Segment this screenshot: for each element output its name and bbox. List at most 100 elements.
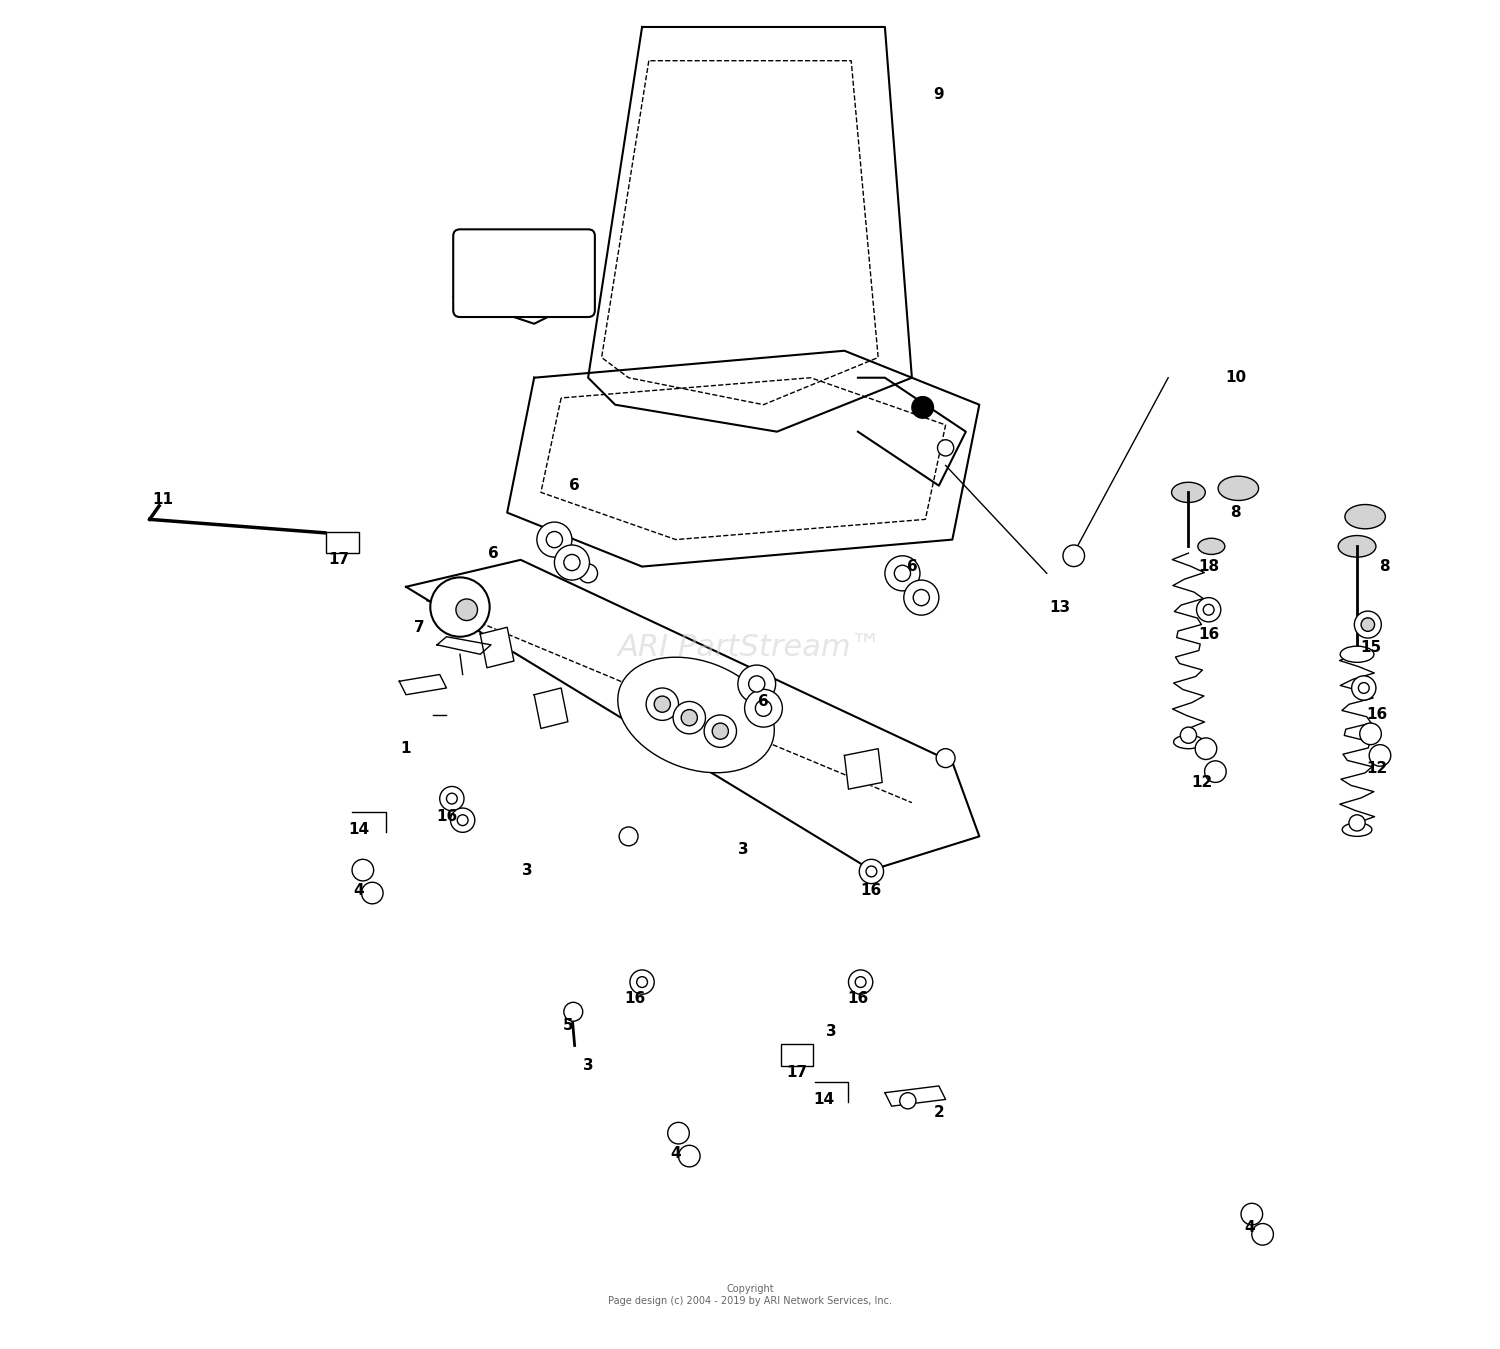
Circle shape (352, 859, 374, 881)
Circle shape (936, 749, 956, 768)
Circle shape (1354, 611, 1382, 638)
Circle shape (537, 522, 572, 557)
Circle shape (458, 815, 468, 826)
Polygon shape (406, 560, 980, 870)
Circle shape (546, 532, 562, 548)
Text: 10: 10 (1226, 370, 1246, 386)
Polygon shape (534, 688, 568, 728)
Text: 17: 17 (328, 552, 350, 568)
Circle shape (654, 696, 670, 712)
Circle shape (914, 590, 930, 606)
Polygon shape (480, 627, 514, 668)
Circle shape (738, 665, 776, 703)
Text: 4: 4 (354, 882, 364, 898)
Circle shape (712, 723, 729, 739)
Circle shape (1204, 761, 1225, 782)
Circle shape (555, 545, 590, 580)
Text: 4: 4 (670, 1145, 681, 1161)
Text: 18: 18 (1198, 558, 1219, 575)
Ellipse shape (1346, 505, 1386, 529)
Text: 6: 6 (758, 693, 770, 710)
Ellipse shape (1198, 538, 1225, 554)
Text: 3: 3 (825, 1024, 837, 1040)
Text: 5: 5 (562, 1017, 573, 1033)
Text: 16: 16 (624, 990, 646, 1006)
Text: 1: 1 (400, 741, 411, 757)
Circle shape (1203, 604, 1214, 615)
Text: 16: 16 (861, 882, 882, 898)
Circle shape (1348, 815, 1365, 831)
Text: 8: 8 (1230, 505, 1240, 521)
Text: 9: 9 (933, 86, 944, 103)
Circle shape (564, 1002, 582, 1021)
Text: Copyright
Page design (c) 2004 - 2019 by ARI Network Services, Inc.: Copyright Page design (c) 2004 - 2019 by… (608, 1284, 892, 1306)
Circle shape (894, 565, 910, 581)
Text: 16: 16 (847, 990, 868, 1006)
Text: 16: 16 (1198, 626, 1219, 642)
Circle shape (579, 564, 597, 583)
Text: 16: 16 (436, 808, 457, 824)
Circle shape (450, 808, 476, 832)
Text: 16: 16 (1366, 707, 1388, 723)
Text: 12: 12 (1366, 761, 1388, 777)
Text: 17: 17 (786, 1064, 808, 1081)
Circle shape (1197, 598, 1221, 622)
Ellipse shape (1342, 823, 1372, 836)
Text: 13: 13 (1050, 599, 1071, 615)
Circle shape (1359, 683, 1370, 693)
Text: 6: 6 (906, 558, 918, 575)
Text: 7: 7 (414, 619, 424, 635)
Text: 6: 6 (570, 478, 580, 494)
Circle shape (1359, 723, 1382, 745)
Text: 14: 14 (348, 822, 369, 838)
Circle shape (855, 977, 865, 987)
FancyBboxPatch shape (453, 229, 596, 317)
Text: 12: 12 (1191, 774, 1212, 791)
Circle shape (748, 676, 765, 692)
Text: 11: 11 (153, 491, 174, 507)
Ellipse shape (1340, 646, 1374, 662)
Circle shape (1370, 745, 1390, 766)
Circle shape (1240, 1203, 1263, 1225)
Circle shape (756, 700, 771, 716)
Circle shape (362, 882, 382, 904)
Ellipse shape (618, 657, 774, 773)
Circle shape (900, 1093, 916, 1109)
Ellipse shape (1218, 476, 1258, 500)
Text: ARI PartStream™: ARI PartStream™ (618, 633, 882, 662)
Text: 3: 3 (584, 1058, 594, 1074)
Circle shape (630, 970, 654, 994)
Circle shape (1360, 618, 1374, 631)
Text: 3: 3 (522, 862, 532, 878)
Circle shape (938, 440, 954, 456)
Text: 2: 2 (933, 1105, 944, 1121)
Circle shape (744, 689, 783, 727)
Circle shape (668, 1122, 690, 1144)
Text: 15: 15 (1360, 639, 1382, 656)
Circle shape (865, 866, 877, 877)
Circle shape (564, 554, 580, 571)
Circle shape (456, 599, 477, 621)
Ellipse shape (1173, 735, 1203, 749)
Circle shape (1352, 676, 1376, 700)
Circle shape (440, 786, 464, 811)
Circle shape (1252, 1224, 1274, 1245)
Circle shape (447, 793, 458, 804)
Circle shape (1064, 545, 1084, 567)
Ellipse shape (1172, 482, 1206, 502)
Circle shape (1196, 738, 1216, 759)
Text: 8: 8 (1378, 558, 1389, 575)
Polygon shape (844, 749, 882, 789)
Circle shape (904, 580, 939, 615)
Circle shape (1180, 727, 1197, 743)
Circle shape (430, 577, 489, 637)
Text: 3: 3 (738, 842, 748, 858)
Circle shape (704, 715, 736, 747)
Text: 14: 14 (813, 1091, 836, 1108)
Circle shape (859, 859, 883, 884)
FancyBboxPatch shape (327, 532, 358, 553)
FancyBboxPatch shape (782, 1044, 813, 1066)
Ellipse shape (1338, 536, 1376, 557)
Text: 6: 6 (489, 545, 500, 561)
Circle shape (849, 970, 873, 994)
